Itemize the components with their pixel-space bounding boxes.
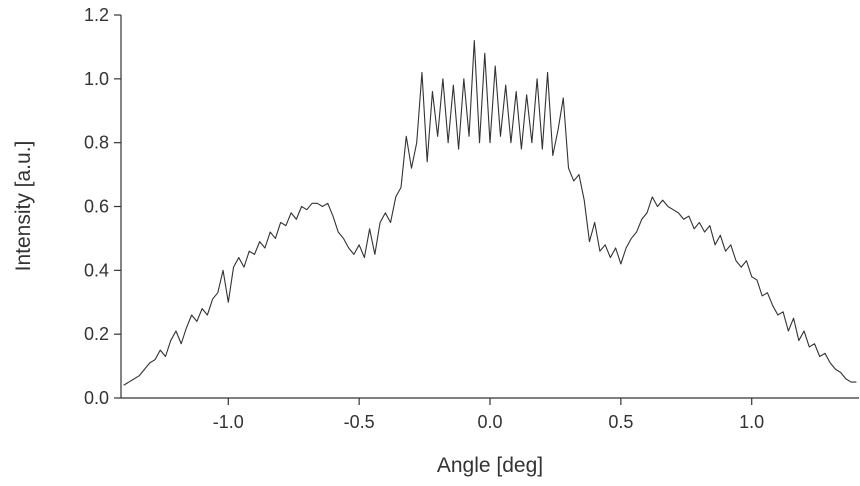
data-line (123, 39, 857, 386)
y-tick-label: 0.2 (84, 324, 109, 344)
x-tick-label: 0.5 (608, 412, 633, 432)
y-tick-label: 0.4 (84, 260, 109, 280)
y-tick-label: 0.8 (84, 133, 109, 153)
x-tick-label: 1.0 (739, 412, 764, 432)
y-axis-label: Intensity [a.u.] (12, 141, 35, 272)
x-tick-label: -0.5 (344, 412, 375, 432)
x-axis-label: Angle [deg] (437, 454, 543, 477)
y-tick-label: 1.2 (84, 5, 109, 25)
x-tick-label: -1.0 (213, 412, 244, 432)
y-tick-label: 0.6 (84, 197, 109, 217)
x-tick-label: 0.0 (477, 412, 502, 432)
y-tick-label: 1.0 (84, 69, 109, 89)
y-tick-label: 0.0 (84, 388, 109, 408)
